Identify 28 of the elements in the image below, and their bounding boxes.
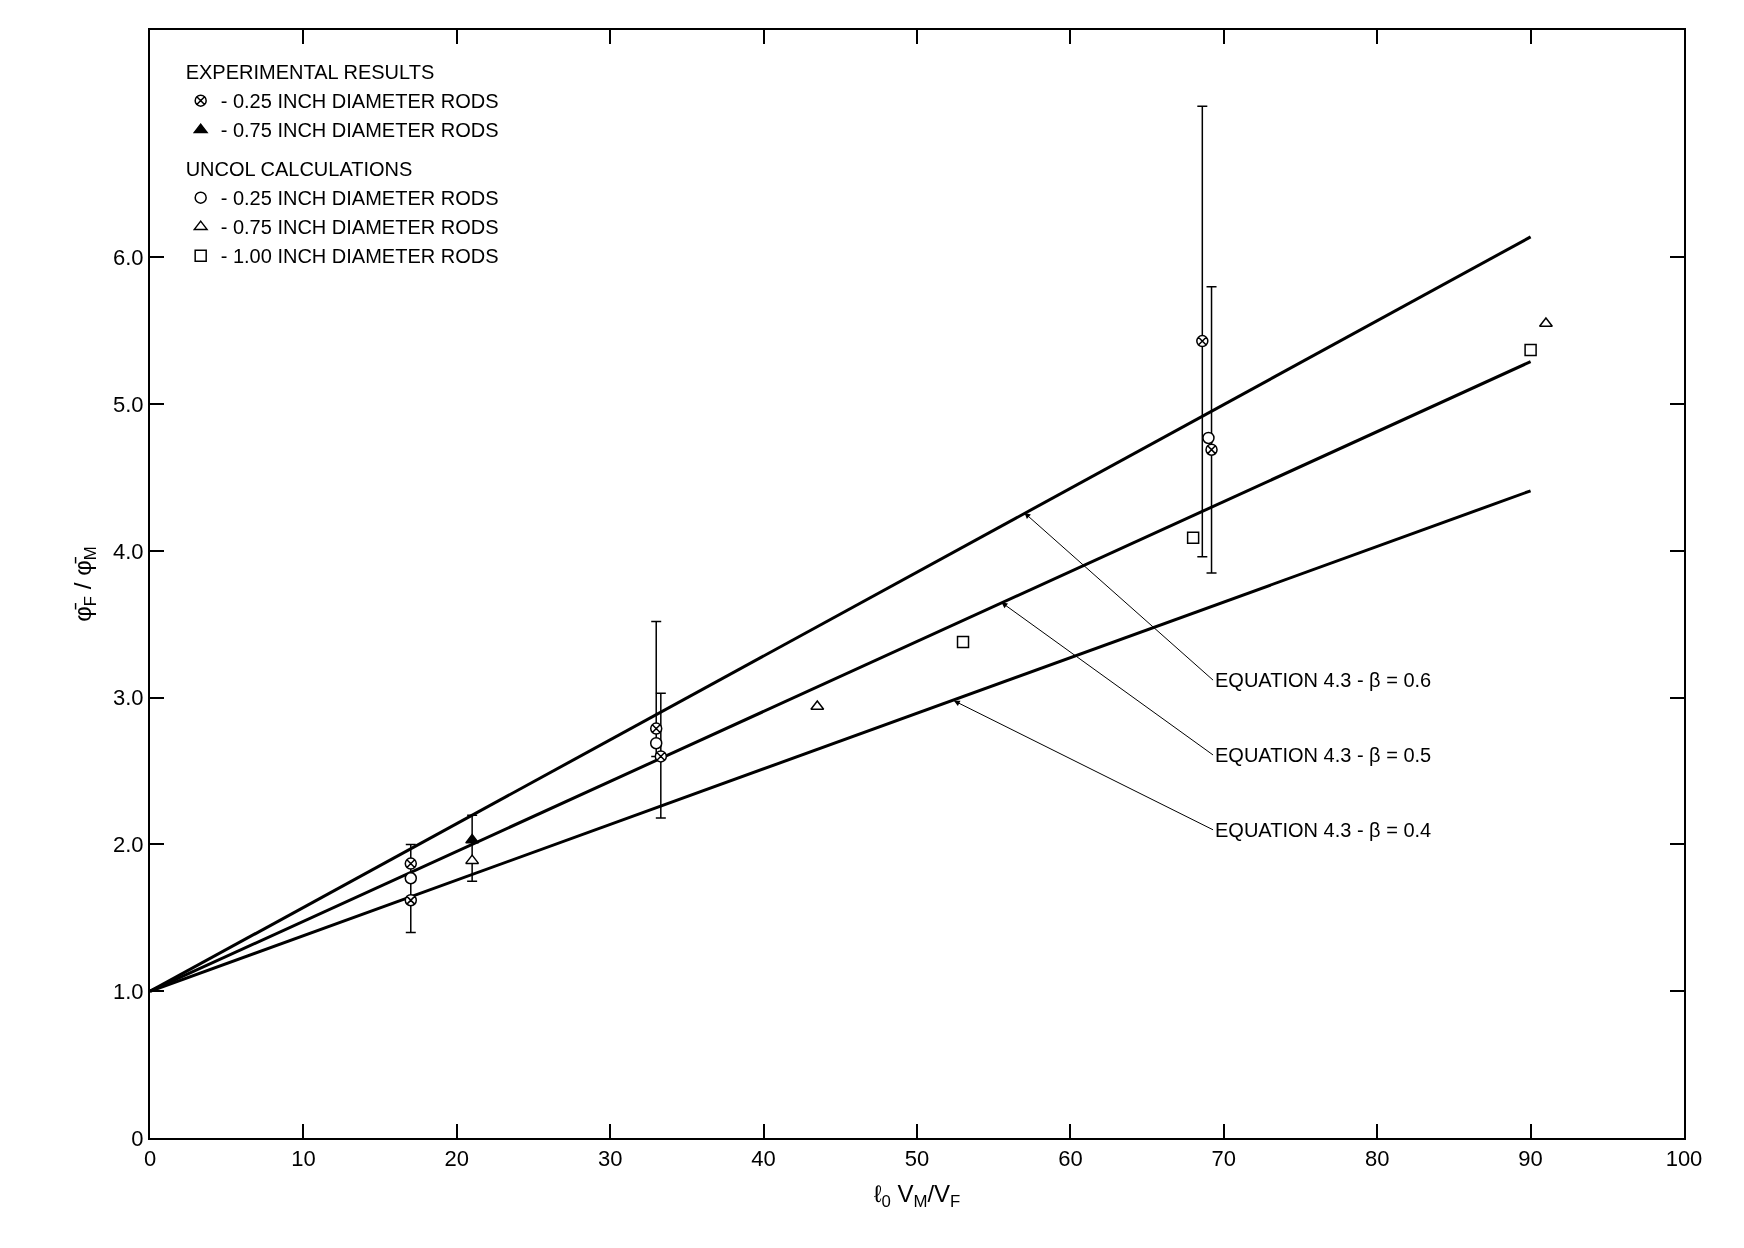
legend-label: - 0.75 INCH DIAMETER RODS bbox=[220, 119, 499, 142]
x-tick-label: 40 bbox=[751, 1146, 776, 1172]
legend-label: - 1.00 INCH DIAMETER RODS bbox=[220, 245, 499, 268]
y-tick-label: 4.0 bbox=[113, 538, 144, 564]
annotation: EQUATION 4.3 - β = 0.6 bbox=[1215, 669, 1432, 691]
x-tick-label: 100 bbox=[1665, 1146, 1703, 1172]
y-tick-label: 3.0 bbox=[113, 685, 144, 711]
y-tick-label: 6.0 bbox=[113, 245, 144, 271]
legend-label: - 0.25 INCH DIAMETER RODS bbox=[220, 187, 499, 210]
x-tick-label: 60 bbox=[1058, 1146, 1083, 1172]
annotation: EQUATION 4.3 - β = 0.4 bbox=[1215, 819, 1432, 841]
y-tick-label: 5.0 bbox=[113, 391, 144, 417]
y-tick-label: 1.0 bbox=[113, 978, 144, 1004]
annotation: EQUATION 4.3 - β = 0.5 bbox=[1215, 744, 1432, 766]
legend-label: - 0.25 INCH DIAMETER RODS bbox=[220, 90, 499, 113]
x-tick-label: 80 bbox=[1364, 1146, 1390, 1172]
x-axis-title: ℓ$_{0}$ V$_{M}$/V$_{F}$ bbox=[873, 1180, 961, 1212]
x-tick-label: 70 bbox=[1211, 1146, 1237, 1172]
x-tick-label: 30 bbox=[597, 1146, 623, 1172]
y-tick-label: 0 bbox=[131, 1125, 144, 1151]
annotation: EXPERIMENTAL RESULTS bbox=[185, 61, 435, 84]
y-tick-label: 2.0 bbox=[113, 832, 144, 858]
x-tick-label: 50 bbox=[904, 1146, 930, 1172]
x-tick-label: 10 bbox=[291, 1146, 316, 1172]
x-tick-label: 90 bbox=[1518, 1146, 1543, 1172]
x-tick-label: 20 bbox=[444, 1146, 470, 1172]
legend-label: - 0.75 INCH DIAMETER RODS bbox=[220, 216, 499, 239]
annotation: UNCOL CALCULATIONS bbox=[185, 158, 413, 181]
